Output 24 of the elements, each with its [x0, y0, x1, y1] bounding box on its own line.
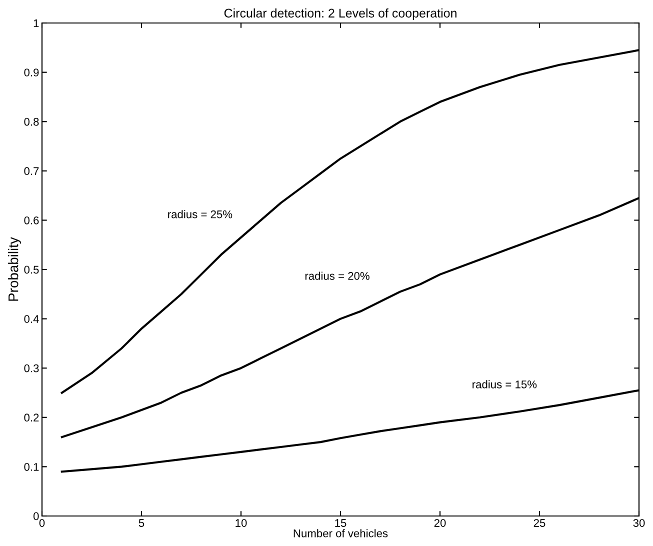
y-tick-label: 0.9	[24, 68, 39, 76]
y-tick-label: 0.1	[24, 462, 39, 471]
y-tick-label: 1	[34, 19, 39, 28]
x-tick-label: 0	[39, 519, 45, 527]
y-tick-label: 0.5	[24, 266, 39, 274]
series-label: radius = 15%	[472, 380, 537, 388]
chart-title: Circular detection: 2 Levels of cooperation	[224, 8, 456, 20]
x-tick-label: 10	[236, 519, 247, 527]
x-tick-label: 5	[138, 519, 144, 527]
y-tick-label: 0.3	[24, 364, 39, 372]
y-tick-label: 0.6	[24, 216, 39, 224]
y-tick-label: 0.4	[24, 315, 39, 323]
text: radius = 20%	[305, 272, 370, 280]
y-axis-title: Probability	[8, 237, 21, 301]
x-tick-label: 25	[534, 519, 546, 527]
x-axis-title: Number of vehicles	[294, 529, 388, 538]
y-tick-label: 0	[33, 512, 39, 520]
x-tick-label: 20	[434, 519, 446, 527]
x-tick-label: 15	[335, 519, 346, 527]
y-tick-label: 0.2	[24, 414, 39, 422]
series-label: radius = 25%	[168, 210, 232, 218]
y-tick-label: 0.8	[24, 118, 39, 126]
x-tick-label: 30	[633, 519, 645, 527]
y-tick-label: 0.7	[24, 167, 39, 176]
